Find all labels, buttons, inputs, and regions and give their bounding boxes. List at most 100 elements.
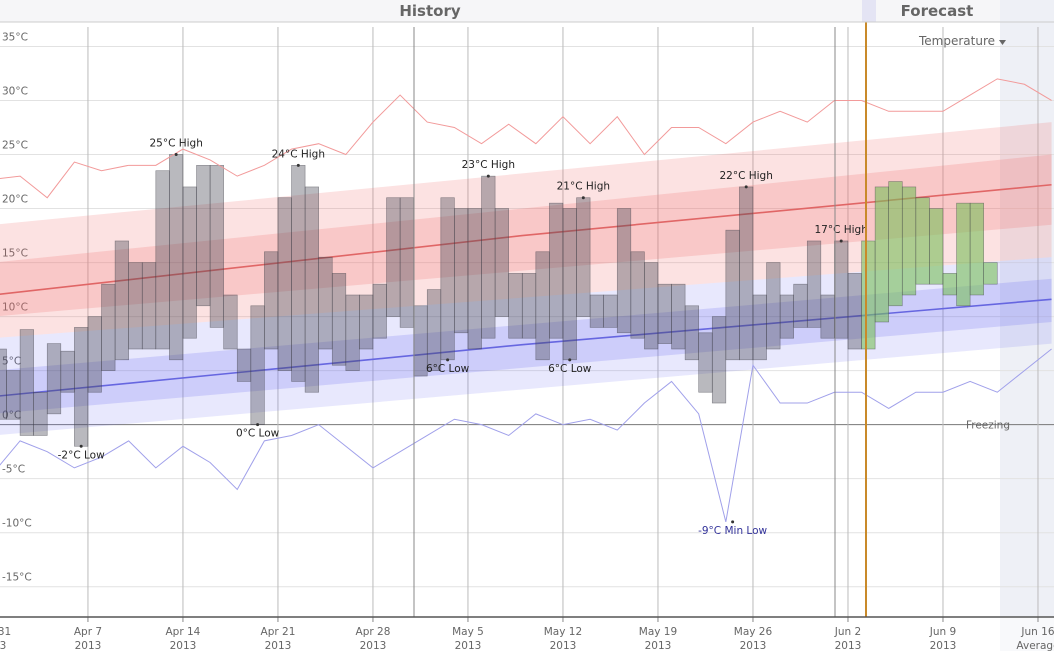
x-tick-sublabel: 2013 bbox=[75, 640, 102, 651]
x-tick-sublabel: 2013 bbox=[455, 640, 482, 651]
x-tick-sublabel: 2013 bbox=[265, 640, 292, 651]
x-tick-label: May 26 bbox=[734, 626, 773, 638]
daily-range-bar bbox=[969, 202, 984, 296]
daily-range-bar bbox=[196, 165, 211, 307]
annotation-point bbox=[446, 358, 450, 362]
annotation: -2°C Low bbox=[58, 449, 105, 461]
header-divider bbox=[862, 0, 876, 22]
forecast-tab[interactable]: Forecast bbox=[901, 2, 974, 20]
y-tick-label: -15°C bbox=[2, 572, 32, 584]
daily-range-bar bbox=[901, 186, 917, 296]
x-tick-label: May 12 bbox=[544, 626, 582, 638]
daily-range-bar bbox=[929, 208, 944, 285]
daily-range-bar bbox=[820, 294, 835, 339]
record-line bbox=[0, 348, 1052, 523]
daily-range-bar bbox=[535, 251, 550, 361]
annotation-point bbox=[568, 358, 572, 362]
y-tick-label: 5°C bbox=[2, 356, 21, 368]
daily-range-bar bbox=[277, 197, 292, 371]
annotation-point bbox=[744, 185, 748, 189]
normal-band bbox=[0, 122, 1052, 338]
daily-range-bar bbox=[101, 283, 116, 371]
daily-range-bar bbox=[684, 305, 699, 361]
daily-range-bar bbox=[779, 294, 794, 339]
annotation: 6°C Low bbox=[426, 363, 470, 375]
daily-range-bar bbox=[60, 350, 75, 393]
x-tick-sublabel: Average bbox=[1016, 640, 1054, 651]
annotation-point bbox=[174, 153, 178, 157]
daily-range-bar bbox=[399, 197, 414, 328]
y-tick-label: 25°C bbox=[2, 140, 28, 152]
dropdown[interactable]: Temperature bbox=[918, 34, 1006, 48]
daily-range-bar bbox=[657, 283, 672, 344]
daily-range-bar bbox=[264, 251, 279, 350]
daily-range-bar bbox=[793, 283, 808, 328]
daily-range-bar bbox=[874, 186, 889, 323]
annotation: 0°C Low bbox=[236, 428, 280, 440]
daily-range-bar bbox=[630, 251, 645, 339]
record-line bbox=[0, 78, 1052, 199]
daily-range-bar bbox=[752, 294, 767, 361]
daily-range-bar bbox=[182, 186, 197, 339]
daily-range-bar bbox=[942, 273, 957, 296]
history-tab[interactable]: History bbox=[399, 2, 460, 20]
annotation: 25°C High bbox=[149, 138, 202, 150]
x-tick-label: Mar 31 bbox=[0, 626, 11, 638]
daily-range-bar bbox=[19, 329, 34, 436]
y-tick-label: -10°C bbox=[2, 518, 32, 530]
annotation-point bbox=[581, 196, 585, 200]
daily-range-bar bbox=[223, 294, 238, 350]
x-tick-sublabel: 2013 bbox=[0, 640, 6, 651]
normal-band bbox=[0, 278, 1052, 414]
daily-range-bar bbox=[33, 391, 48, 436]
annotation-point bbox=[296, 163, 300, 167]
annotation: 23°C High bbox=[462, 159, 515, 171]
daily-range-bar bbox=[440, 197, 455, 361]
daily-range-bar bbox=[711, 316, 727, 404]
header bbox=[0, 0, 1054, 22]
x-tick-label: May 5 bbox=[452, 626, 484, 638]
daily-range-bar bbox=[74, 327, 89, 447]
annotation-point bbox=[839, 239, 843, 243]
daily-range-bar bbox=[454, 208, 469, 334]
daily-range-bar bbox=[644, 262, 659, 350]
average-region bbox=[1000, 22, 1054, 651]
daily-range-bar bbox=[956, 202, 971, 307]
dropdown-arrow[interactable] bbox=[999, 40, 1006, 45]
x-tick-label: Jun 16 bbox=[1020, 626, 1054, 638]
x-tick-label: May 19 bbox=[639, 626, 677, 638]
annotation-point bbox=[79, 444, 83, 448]
daily-range-bar bbox=[304, 186, 319, 393]
daily-range-bar bbox=[359, 294, 374, 350]
annotation: 6°C Low bbox=[548, 363, 592, 375]
daily-range-bar bbox=[521, 273, 537, 339]
daily-range-bar bbox=[562, 208, 577, 361]
x-tick-sublabel: 2013 bbox=[645, 640, 672, 651]
daily-range-bar bbox=[494, 208, 509, 317]
daily-range-bar bbox=[725, 229, 740, 361]
daily-range-bar bbox=[291, 165, 306, 382]
daily-range-bar bbox=[861, 240, 876, 350]
x-tick-label: Apr 7 bbox=[74, 626, 102, 638]
daily-range-bar bbox=[983, 262, 998, 285]
plot-area: 35°C 30°C 25°C 20°C 15°C 10°C 5°C 0°C -5°C -10°C -… bbox=[0, 27, 1054, 651]
daily-range-bar bbox=[169, 154, 184, 361]
annotation: 24°C High bbox=[272, 148, 325, 160]
y-tick-label: 20°C bbox=[2, 194, 28, 206]
x-tick-sublabel: 2013 bbox=[930, 640, 957, 651]
daily-range-bar bbox=[114, 240, 129, 361]
daily-range-bar bbox=[372, 283, 387, 339]
dropdown-label[interactable]: Temperature bbox=[918, 34, 995, 48]
daily-range-bar bbox=[834, 240, 849, 339]
x-tick-label: Apr 28 bbox=[356, 626, 391, 638]
annotation: -9°C Min Low bbox=[698, 525, 767, 537]
annotation-point bbox=[486, 174, 490, 178]
x-tick-label: Apr 14 bbox=[166, 626, 201, 638]
daily-range-bar bbox=[46, 343, 62, 415]
annotation-point bbox=[256, 423, 260, 427]
daily-range-bar bbox=[508, 273, 523, 339]
daily-range-bar bbox=[209, 165, 224, 328]
annotation: 17°C High bbox=[814, 224, 867, 236]
daily-range-bar bbox=[128, 262, 143, 350]
